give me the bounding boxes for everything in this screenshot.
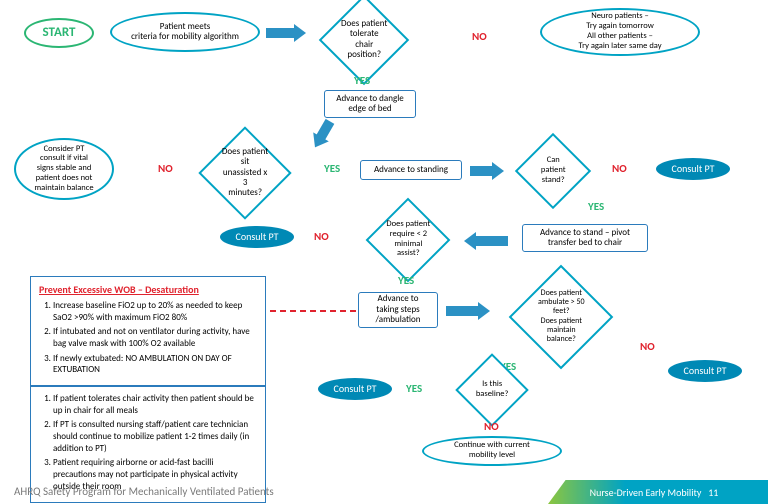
wob-item: If newly extubated: NO AMBULATION ON DAY… xyxy=(53,353,257,376)
consult-pt-pill: Consult PT xyxy=(220,226,294,248)
arrow xyxy=(266,28,296,38)
yes-label: YES xyxy=(324,162,340,175)
baseline-text: Is this baseline? xyxy=(474,380,510,400)
wob-title: Prevent Excessive WOB – Desaturation xyxy=(39,283,257,296)
arrow xyxy=(474,236,508,246)
arrow xyxy=(316,119,335,141)
dashed-line xyxy=(270,310,356,312)
minassist-decision: Does patient require < 2 minimal assist? xyxy=(366,198,451,283)
notes-item: If patient tolerates chair activity then… xyxy=(53,393,257,416)
no-label: NO xyxy=(472,30,487,43)
footer-text: AHRQ Safety Program for Mechanically Ven… xyxy=(14,485,274,498)
no-label: NO xyxy=(640,340,655,353)
canstand-text: Can patient stand? xyxy=(534,156,572,185)
steps-node: Advance to taking steps /ambulation xyxy=(358,292,438,328)
consult-pt-pill: Consult PT xyxy=(318,378,392,400)
pivot-node: Advance to stand – pivot transfer bed to… xyxy=(522,224,648,252)
wob-item: If intubated and not on ventilator durin… xyxy=(53,326,257,349)
yes-label: YES xyxy=(406,382,422,395)
tolerate-decision: Does patient tolerate chair position? xyxy=(319,0,410,85)
wob-list: Increase baseline FiO2 up to 20% as need… xyxy=(53,300,257,376)
consider-node: Consider PT consult if vital signs stabl… xyxy=(14,138,114,200)
canstand-decision: Can patient stand? xyxy=(515,133,591,209)
sit-text: Does patient sit unassisted x 3 minutes? xyxy=(220,147,270,199)
arrow xyxy=(470,166,494,176)
minassist-text: Does patient require < 2 minimal assist? xyxy=(386,220,430,259)
meets-node: Patient meets criteria for mobility algo… xyxy=(110,12,260,52)
dangle-node: Advance to dangle edge of bed xyxy=(324,90,416,118)
no-label: NO xyxy=(158,162,173,175)
page-number: 11 xyxy=(708,486,718,499)
consult-pt-pill: Consult PT xyxy=(656,158,730,180)
ambulate-text: Does patient ambulate > 50 feet? Does pa… xyxy=(532,289,590,344)
baseline-decision: Is this baseline? xyxy=(455,353,529,427)
neuro-node: Neuro patients – Try again tomorrow All … xyxy=(540,8,700,56)
wob-item: Increase baseline FiO2 up to 20% as need… xyxy=(53,300,257,323)
footer-ribbon: Nurse-Driven Early Mobility 11 xyxy=(548,480,768,504)
no-label: NO xyxy=(484,420,499,433)
yes-label: YES xyxy=(398,274,414,287)
notes-list: If patient tolerates chair activity then… xyxy=(53,393,257,493)
yes-label: YES xyxy=(354,74,370,87)
arrow xyxy=(446,306,480,316)
sit-decision: Does patient sit unassisted x 3 minutes? xyxy=(198,126,291,219)
ribbon-text: Nurse-Driven Early Mobility xyxy=(590,486,702,499)
tolerate-text: Does patient tolerate chair position? xyxy=(340,19,388,60)
start-node: START xyxy=(24,18,94,48)
no-label: NO xyxy=(612,162,627,175)
ambulate-decision: Does patient ambulate > 50 feet? Does pa… xyxy=(509,265,614,370)
consult-pt-pill: Consult PT xyxy=(668,360,742,382)
yes-label: YES xyxy=(588,200,604,213)
standing-node: Advance to standing xyxy=(360,160,462,180)
no-label: NO xyxy=(314,230,329,243)
notes-item: If PT is consulted nursing staff/patient… xyxy=(53,419,257,454)
wob-box: Prevent Excessive WOB – Desaturation Inc… xyxy=(30,276,266,386)
continue-node: Continue with current mobility level xyxy=(422,436,562,466)
